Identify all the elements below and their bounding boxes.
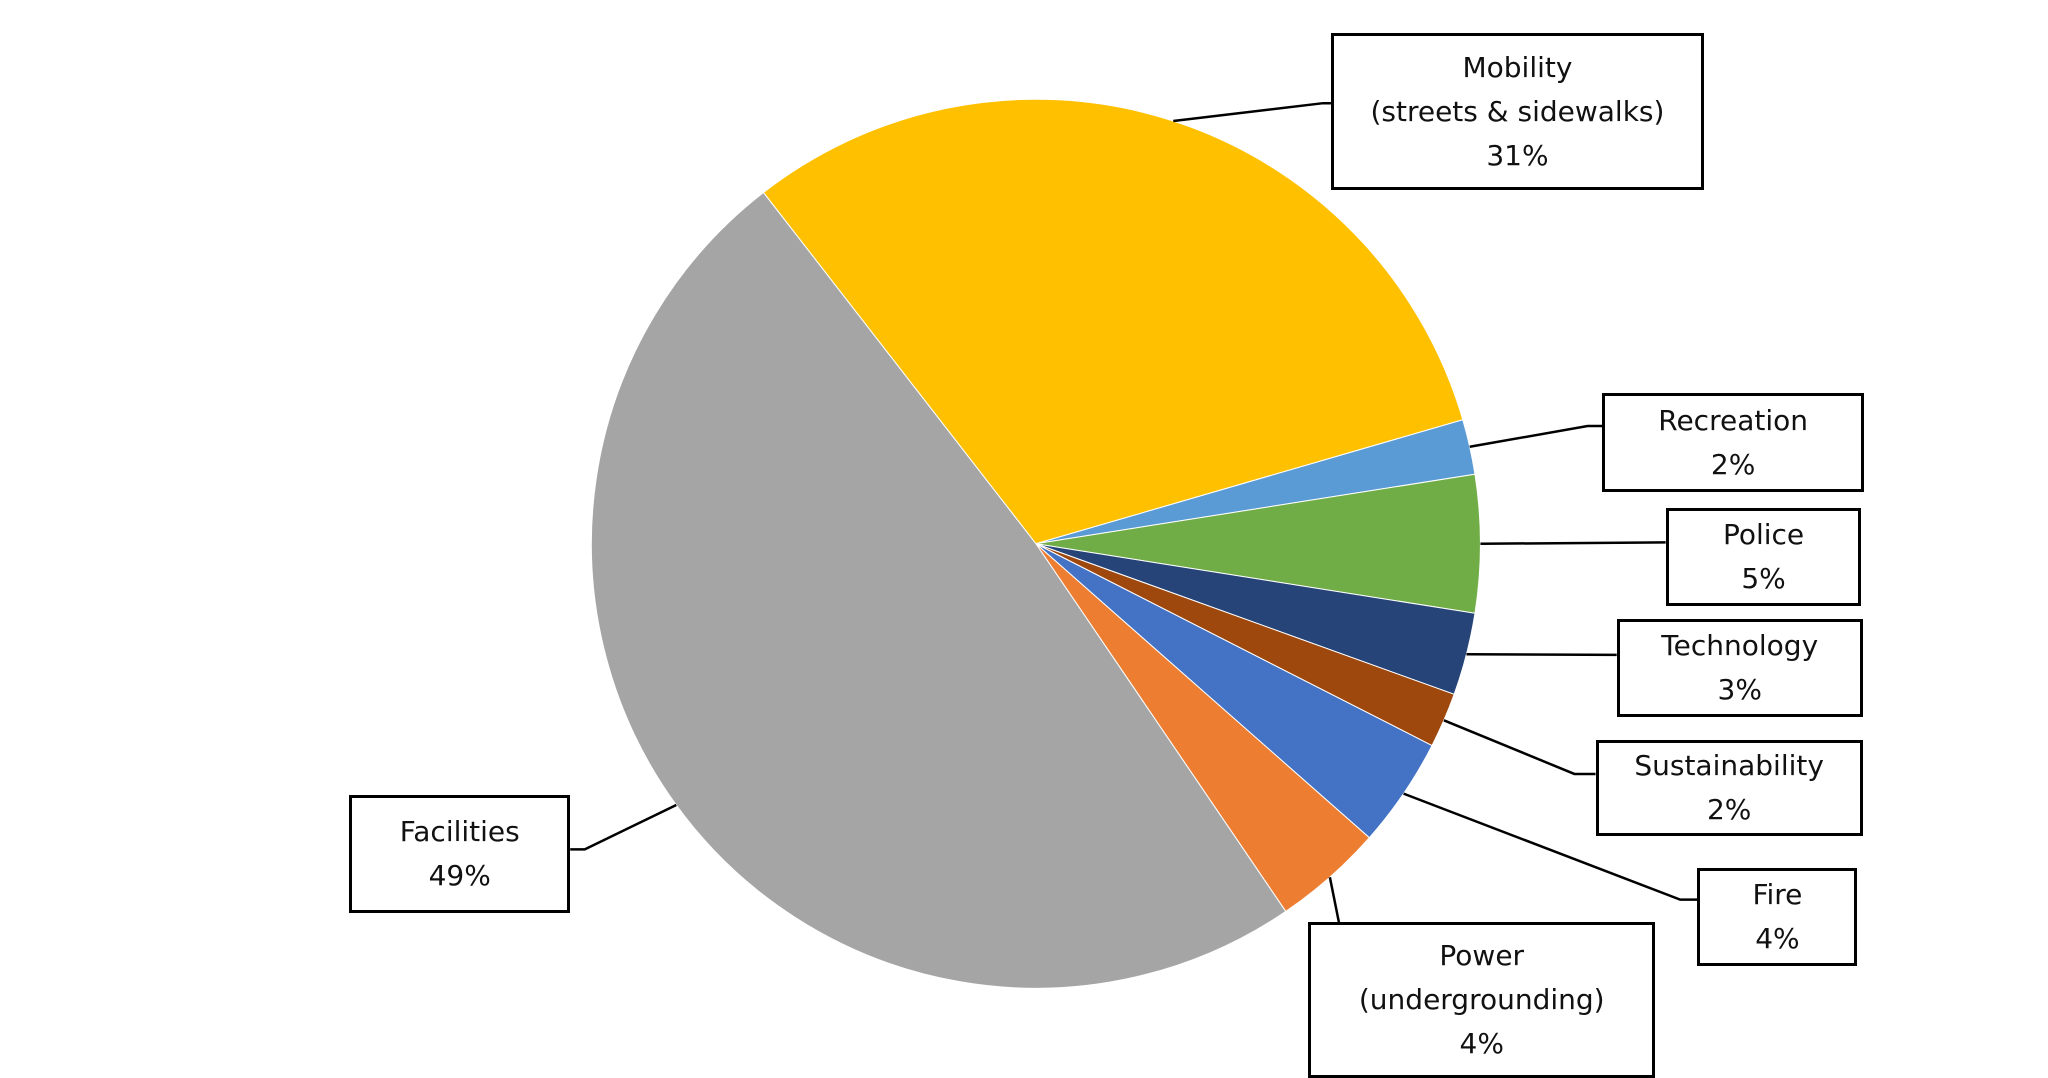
value-label: 2% [1706,792,1752,826]
category-label: Recreation [1658,403,1808,437]
leader-line [1173,101,1331,123]
data-label: Power (undergrounding) 4% [1308,922,1656,1078]
leader-line [1466,653,1617,657]
leader-line [1328,876,1341,923]
leader-line [1469,424,1603,449]
category-label: Technology [1661,629,1819,663]
category-label: Sustainability [1634,748,1824,782]
data-label: Recreation 2% [1602,392,1865,493]
category-label: Power (undergrounding) [1358,939,1605,1017]
leader-line [570,803,677,851]
leader-line [1443,719,1596,776]
data-label: Fire 4% [1697,867,1858,966]
leader-line [1480,541,1666,546]
category-label: Fire [1752,877,1803,911]
leader-line [1403,792,1698,901]
category-label: Police [1722,517,1805,551]
category-label: Mobility (streets & sidewalks) [1370,50,1665,128]
data-label: Facilities 49% [349,795,571,913]
value-label: 2% [1710,447,1756,481]
value-label: 5% [1741,561,1786,595]
data-label: Sustainability 2% [1595,739,1863,837]
category-label: Facilities [399,814,520,848]
value-label: 3% [1717,673,1762,707]
data-label: Mobility (streets & sidewalks) 31% [1330,33,1704,191]
data-label: Technology 3% [1616,619,1863,718]
data-label: Police 5% [1665,508,1862,606]
value-label: 49% [428,858,491,892]
pie-slice [762,98,1464,545]
value-label: 4% [1459,1027,1504,1061]
value-label: 31% [1486,138,1549,172]
value-label: 4% [1755,921,1800,955]
